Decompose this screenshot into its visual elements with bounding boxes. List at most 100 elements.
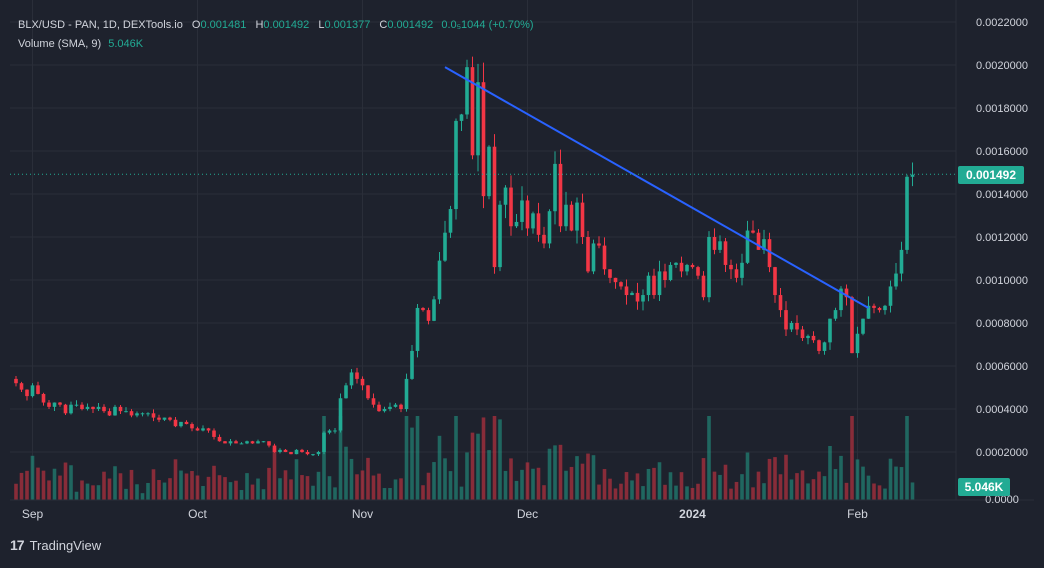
- volume-bar: [635, 473, 640, 500]
- volume-bar: [129, 469, 134, 500]
- candle-body: [509, 187, 513, 227]
- volume-bar: [261, 489, 266, 500]
- candle-body: [619, 282, 623, 287]
- volume-bar: [905, 416, 909, 500]
- candle-body: [311, 454, 315, 456]
- candle-body: [36, 385, 40, 394]
- candle-body: [173, 419, 178, 427]
- volume-bar: [558, 444, 563, 500]
- volume-bar: [679, 472, 684, 500]
- candle-body: [437, 260, 442, 300]
- candles: [14, 56, 915, 457]
- volume-bar: [657, 462, 662, 500]
- volume-bar: [140, 493, 145, 500]
- high-value: 0.001492: [263, 19, 310, 31]
- candle-body: [327, 430, 332, 433]
- candle-body: [806, 335, 810, 339]
- symbol-title[interactable]: BLX/USD - PAN, 1D, DEXTools.io: [18, 19, 183, 31]
- candle-body: [866, 305, 871, 319]
- candle-body: [476, 82, 480, 156]
- candle-body: [96, 406, 101, 409]
- volume-bar: [520, 469, 524, 500]
- volume-bar: [415, 416, 420, 500]
- candle-body: [465, 67, 469, 115]
- volume-bar: [162, 482, 167, 500]
- volume-bar: [811, 479, 816, 500]
- candle-body: [151, 413, 156, 418]
- price-tick-label: 0.0020000: [976, 60, 1028, 72]
- candle-body: [525, 200, 530, 229]
- volume-bar: [910, 482, 915, 500]
- volume-bar: [426, 472, 431, 500]
- candle-body: [679, 262, 684, 272]
- change-value: 0.0₅1044 (+0.70%): [441, 19, 534, 31]
- volume-bar: [113, 466, 117, 500]
- volume-bar: [784, 454, 788, 500]
- candle-body: [245, 441, 249, 444]
- volume-bar: [718, 474, 722, 500]
- candle-body: [773, 267, 777, 296]
- volume-bar: [806, 483, 810, 500]
- volume-bar: [184, 473, 189, 500]
- volume-bar: [283, 470, 288, 500]
- candle-body: [844, 288, 849, 298]
- last-price-badge: [958, 166, 1024, 184]
- volume-bar: [547, 448, 552, 500]
- volume-bar: [124, 488, 128, 500]
- tradingview-logo-text: TradingView: [29, 537, 102, 553]
- price-tick-label: 0.0006000: [976, 361, 1028, 373]
- volume-bar: [85, 483, 90, 500]
- tradingview-logo[interactable]: 17 TradingView: [10, 537, 101, 553]
- volume-bar: [25, 470, 29, 500]
- candle-body: [745, 230, 750, 263]
- volume-bar: [630, 480, 634, 500]
- ohlc-row: BLX/USD - PAN, 1D, DEXTools.io O0.001481…: [18, 16, 534, 35]
- candle-body: [696, 267, 700, 276]
- candle-body: [855, 333, 860, 354]
- candle-body: [102, 406, 106, 412]
- volume-bar: [245, 473, 249, 500]
- candle-body: [789, 323, 794, 330]
- candle-body: [498, 204, 502, 268]
- candle-body: [850, 297, 854, 354]
- volume-bar: [382, 488, 387, 500]
- candle-body: [30, 385, 35, 397]
- volume-bar: [432, 462, 436, 500]
- candle-body: [415, 307, 420, 351]
- candle-body: [635, 292, 640, 302]
- volume-bar: [267, 467, 271, 500]
- volume-bar: [514, 480, 519, 500]
- candle-body: [190, 424, 194, 429]
- volume-bar: [448, 471, 453, 500]
- candle-body: [520, 200, 524, 222]
- volume-bar: [795, 473, 799, 500]
- volume-indicator-label[interactable]: Volume (SMA, 9): [18, 38, 102, 50]
- volume-bar: [256, 478, 260, 500]
- trend-line[interactable]: [444, 66, 869, 309]
- volume-bar: [564, 470, 568, 500]
- candle-body: [267, 441, 271, 446]
- candle-body: [421, 307, 425, 311]
- candle-body: [646, 275, 651, 296]
- volume-bar: [778, 474, 783, 500]
- candle-body: [14, 378, 18, 384]
- volume-bar: [371, 475, 376, 500]
- volume-bar: [146, 482, 150, 500]
- price-tick-label: 0.0014000: [976, 189, 1028, 201]
- price-axis[interactable]: 0.0002000 0.0004000 0.0006000 0.0008000 0.00…: [976, 17, 1028, 459]
- volume-bar: [877, 485, 882, 500]
- time-axis[interactable]: Sep Oct Nov Dec 2024 Feb: [22, 507, 868, 521]
- candle-body: [234, 441, 238, 444]
- volume-bar: [47, 480, 51, 500]
- volume-bar: [613, 488, 618, 500]
- volume-bar: [602, 469, 607, 500]
- volume-bar: [173, 459, 178, 500]
- candle-body: [861, 318, 865, 334]
- candle-body: [767, 239, 772, 268]
- volume-bar: [476, 433, 480, 500]
- volume-bar: [80, 480, 84, 500]
- volume-bar: [30, 455, 35, 500]
- volume-bar: [63, 462, 68, 500]
